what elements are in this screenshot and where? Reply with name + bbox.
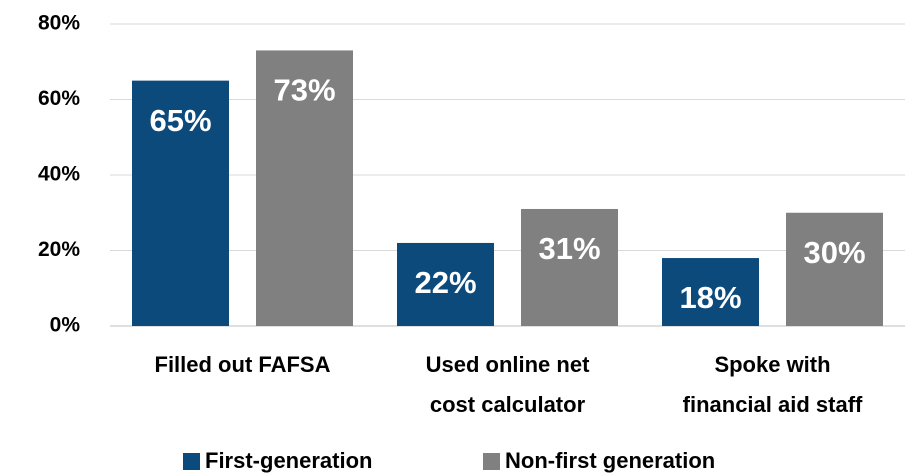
x-tick-label: Spoke with financial aid staff [683, 352, 863, 417]
legend-swatch [483, 453, 500, 470]
bar [786, 212, 883, 326]
y-tick-label: 40% [38, 163, 80, 186]
data-label: 18% [679, 280, 741, 315]
bar [256, 50, 353, 327]
data-label: 30% [803, 235, 865, 270]
legend-label: Non-first generation [505, 448, 715, 473]
bar [132, 80, 229, 326]
data-label: 22% [414, 265, 476, 300]
bar [662, 258, 759, 326]
y-tick-label: 20% [38, 238, 80, 261]
bar [521, 208, 618, 326]
data-label: 31% [538, 231, 600, 266]
x-tick-label: Used online net cost calculator [426, 352, 590, 417]
y-tick-label: 80% [38, 12, 80, 35]
y-tick-label: 60% [38, 87, 80, 110]
bar [397, 242, 494, 326]
legend-label: First-generation [205, 448, 372, 473]
legend-swatch [183, 453, 200, 470]
data-label: 65% [149, 103, 211, 138]
data-label: 73% [273, 73, 335, 108]
x-tick-label: Filled out FAFSA [155, 352, 331, 377]
y-tick-label: 0% [50, 314, 81, 337]
